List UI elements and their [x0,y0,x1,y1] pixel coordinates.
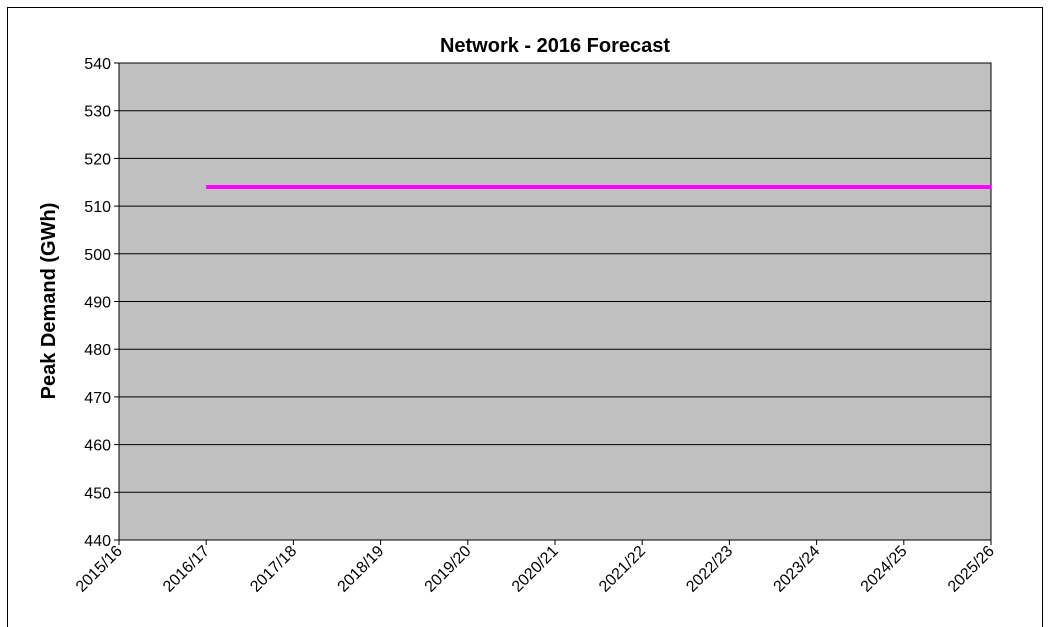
y-tick-label: 480 [84,342,111,359]
chart-title: Network - 2016 Forecast [440,35,670,57]
y-tick-label: 450 [84,485,111,502]
y-tick-label: 530 [84,104,111,121]
y-tick-label: 470 [84,390,111,407]
y-tick-label: 540 [84,56,111,73]
y-tick-label: 520 [84,151,111,168]
y-tick-label: 440 [84,533,111,550]
y-tick-label: 500 [84,247,111,264]
y-tick-label: 490 [84,295,111,312]
y-tick-label: 510 [84,199,111,216]
y-tick-label: 460 [84,438,111,455]
y-axis-label: Peak Demand (GWh) [38,203,60,400]
